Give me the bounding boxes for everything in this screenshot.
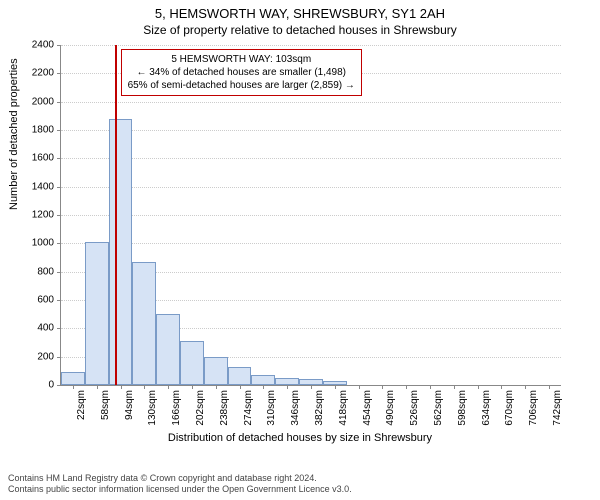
y-tick-label: 800: [24, 266, 54, 277]
y-tick-label: 2200: [24, 68, 54, 79]
plot-area: 22sqm58sqm94sqm130sqm166sqm202sqm238sqm2…: [60, 45, 561, 386]
gridline: [61, 102, 561, 103]
x-tick-label: 742sqm: [552, 390, 563, 426]
y-tick: [57, 45, 61, 46]
x-tick-label: 634sqm: [481, 390, 492, 426]
property-marker-line: [115, 45, 117, 385]
x-tick-label: 58sqm: [100, 390, 111, 420]
x-tick: [525, 385, 526, 389]
y-tick: [57, 215, 61, 216]
annotation-line: 65% of semi-detached houses are larger (…: [128, 79, 355, 92]
x-tick-label: 310sqm: [266, 390, 277, 426]
x-tick: [478, 385, 479, 389]
x-tick-label: 202sqm: [195, 390, 206, 426]
x-tick: [549, 385, 550, 389]
y-tick: [57, 328, 61, 329]
y-tick-label: 600: [24, 295, 54, 306]
y-tick-label: 0: [24, 380, 54, 391]
x-tick: [192, 385, 193, 389]
x-tick: [97, 385, 98, 389]
x-tick: [216, 385, 217, 389]
x-tick-label: 598sqm: [457, 390, 468, 426]
y-tick: [57, 187, 61, 188]
marker-annotation: 5 HEMSWORTH WAY: 103sqm← 34% of detached…: [121, 49, 362, 96]
histogram-bar: [275, 378, 299, 385]
chart-container: 5, HEMSWORTH WAY, SHREWSBURY, SY1 2AH Si…: [0, 0, 600, 500]
y-tick-label: 400: [24, 323, 54, 334]
x-tick: [121, 385, 122, 389]
x-tick-label: 166sqm: [171, 390, 182, 426]
y-tick-label: 1000: [24, 238, 54, 249]
x-tick-label: 526sqm: [409, 390, 420, 426]
gridline: [61, 45, 561, 46]
footer-line: Contains public sector information licen…: [8, 484, 352, 496]
x-tick: [454, 385, 455, 389]
gridline: [61, 243, 561, 244]
x-tick-label: 382sqm: [314, 390, 325, 426]
histogram-bar: [132, 262, 156, 385]
y-tick: [57, 357, 61, 358]
histogram-bar: [228, 367, 252, 385]
x-tick-label: 130sqm: [147, 390, 158, 426]
x-tick-label: 418sqm: [338, 390, 349, 426]
footer-line: Contains HM Land Registry data © Crown c…: [8, 473, 352, 485]
x-tick: [335, 385, 336, 389]
x-tick: [240, 385, 241, 389]
x-tick-label: 670sqm: [504, 390, 515, 426]
x-tick: [406, 385, 407, 389]
gridline: [61, 130, 561, 131]
page-title: 5, HEMSWORTH WAY, SHREWSBURY, SY1 2AH: [0, 0, 600, 21]
histogram-bar: [85, 242, 109, 385]
x-tick-label: 454sqm: [362, 390, 373, 426]
histogram-bar: [204, 357, 228, 385]
y-tick-label: 2000: [24, 96, 54, 107]
y-tick-label: 1800: [24, 125, 54, 136]
y-axis-label: Number of detached properties: [8, 58, 20, 210]
x-tick-label: 562sqm: [433, 390, 444, 426]
footer-attribution: Contains HM Land Registry data © Crown c…: [8, 473, 352, 496]
x-tick-label: 22sqm: [76, 390, 87, 420]
x-tick-label: 490sqm: [385, 390, 396, 426]
x-tick: [359, 385, 360, 389]
x-tick: [311, 385, 312, 389]
y-tick: [57, 272, 61, 273]
histogram-bar: [61, 372, 85, 385]
x-tick: [73, 385, 74, 389]
y-tick: [57, 300, 61, 301]
x-tick: [382, 385, 383, 389]
y-tick: [57, 130, 61, 131]
y-tick-label: 2400: [24, 40, 54, 51]
gridline: [61, 158, 561, 159]
annotation-line: 5 HEMSWORTH WAY: 103sqm: [128, 53, 355, 66]
y-tick: [57, 102, 61, 103]
x-tick-label: 94sqm: [124, 390, 135, 420]
y-tick: [57, 73, 61, 74]
histogram-bar: [109, 119, 133, 385]
y-tick: [57, 158, 61, 159]
x-tick-label: 346sqm: [290, 390, 301, 426]
x-tick-label: 274sqm: [243, 390, 254, 426]
histogram-bar: [251, 375, 275, 385]
x-tick: [287, 385, 288, 389]
y-tick-label: 1600: [24, 153, 54, 164]
x-tick: [168, 385, 169, 389]
x-tick: [144, 385, 145, 389]
x-tick: [501, 385, 502, 389]
x-axis-label: Distribution of detached houses by size …: [0, 432, 600, 444]
y-tick-label: 200: [24, 351, 54, 362]
y-tick: [57, 243, 61, 244]
histogram-bar: [180, 341, 204, 385]
y-tick-label: 1400: [24, 181, 54, 192]
x-tick-label: 238sqm: [219, 390, 230, 426]
histogram-bar: [156, 314, 180, 385]
x-tick: [263, 385, 264, 389]
x-tick-label: 706sqm: [528, 390, 539, 426]
gridline: [61, 215, 561, 216]
y-tick-label: 1200: [24, 210, 54, 221]
x-tick: [430, 385, 431, 389]
chart-subtitle: Size of property relative to detached ho…: [0, 21, 600, 37]
y-tick: [57, 385, 61, 386]
gridline: [61, 187, 561, 188]
annotation-line: ← 34% of detached houses are smaller (1,…: [128, 66, 355, 79]
